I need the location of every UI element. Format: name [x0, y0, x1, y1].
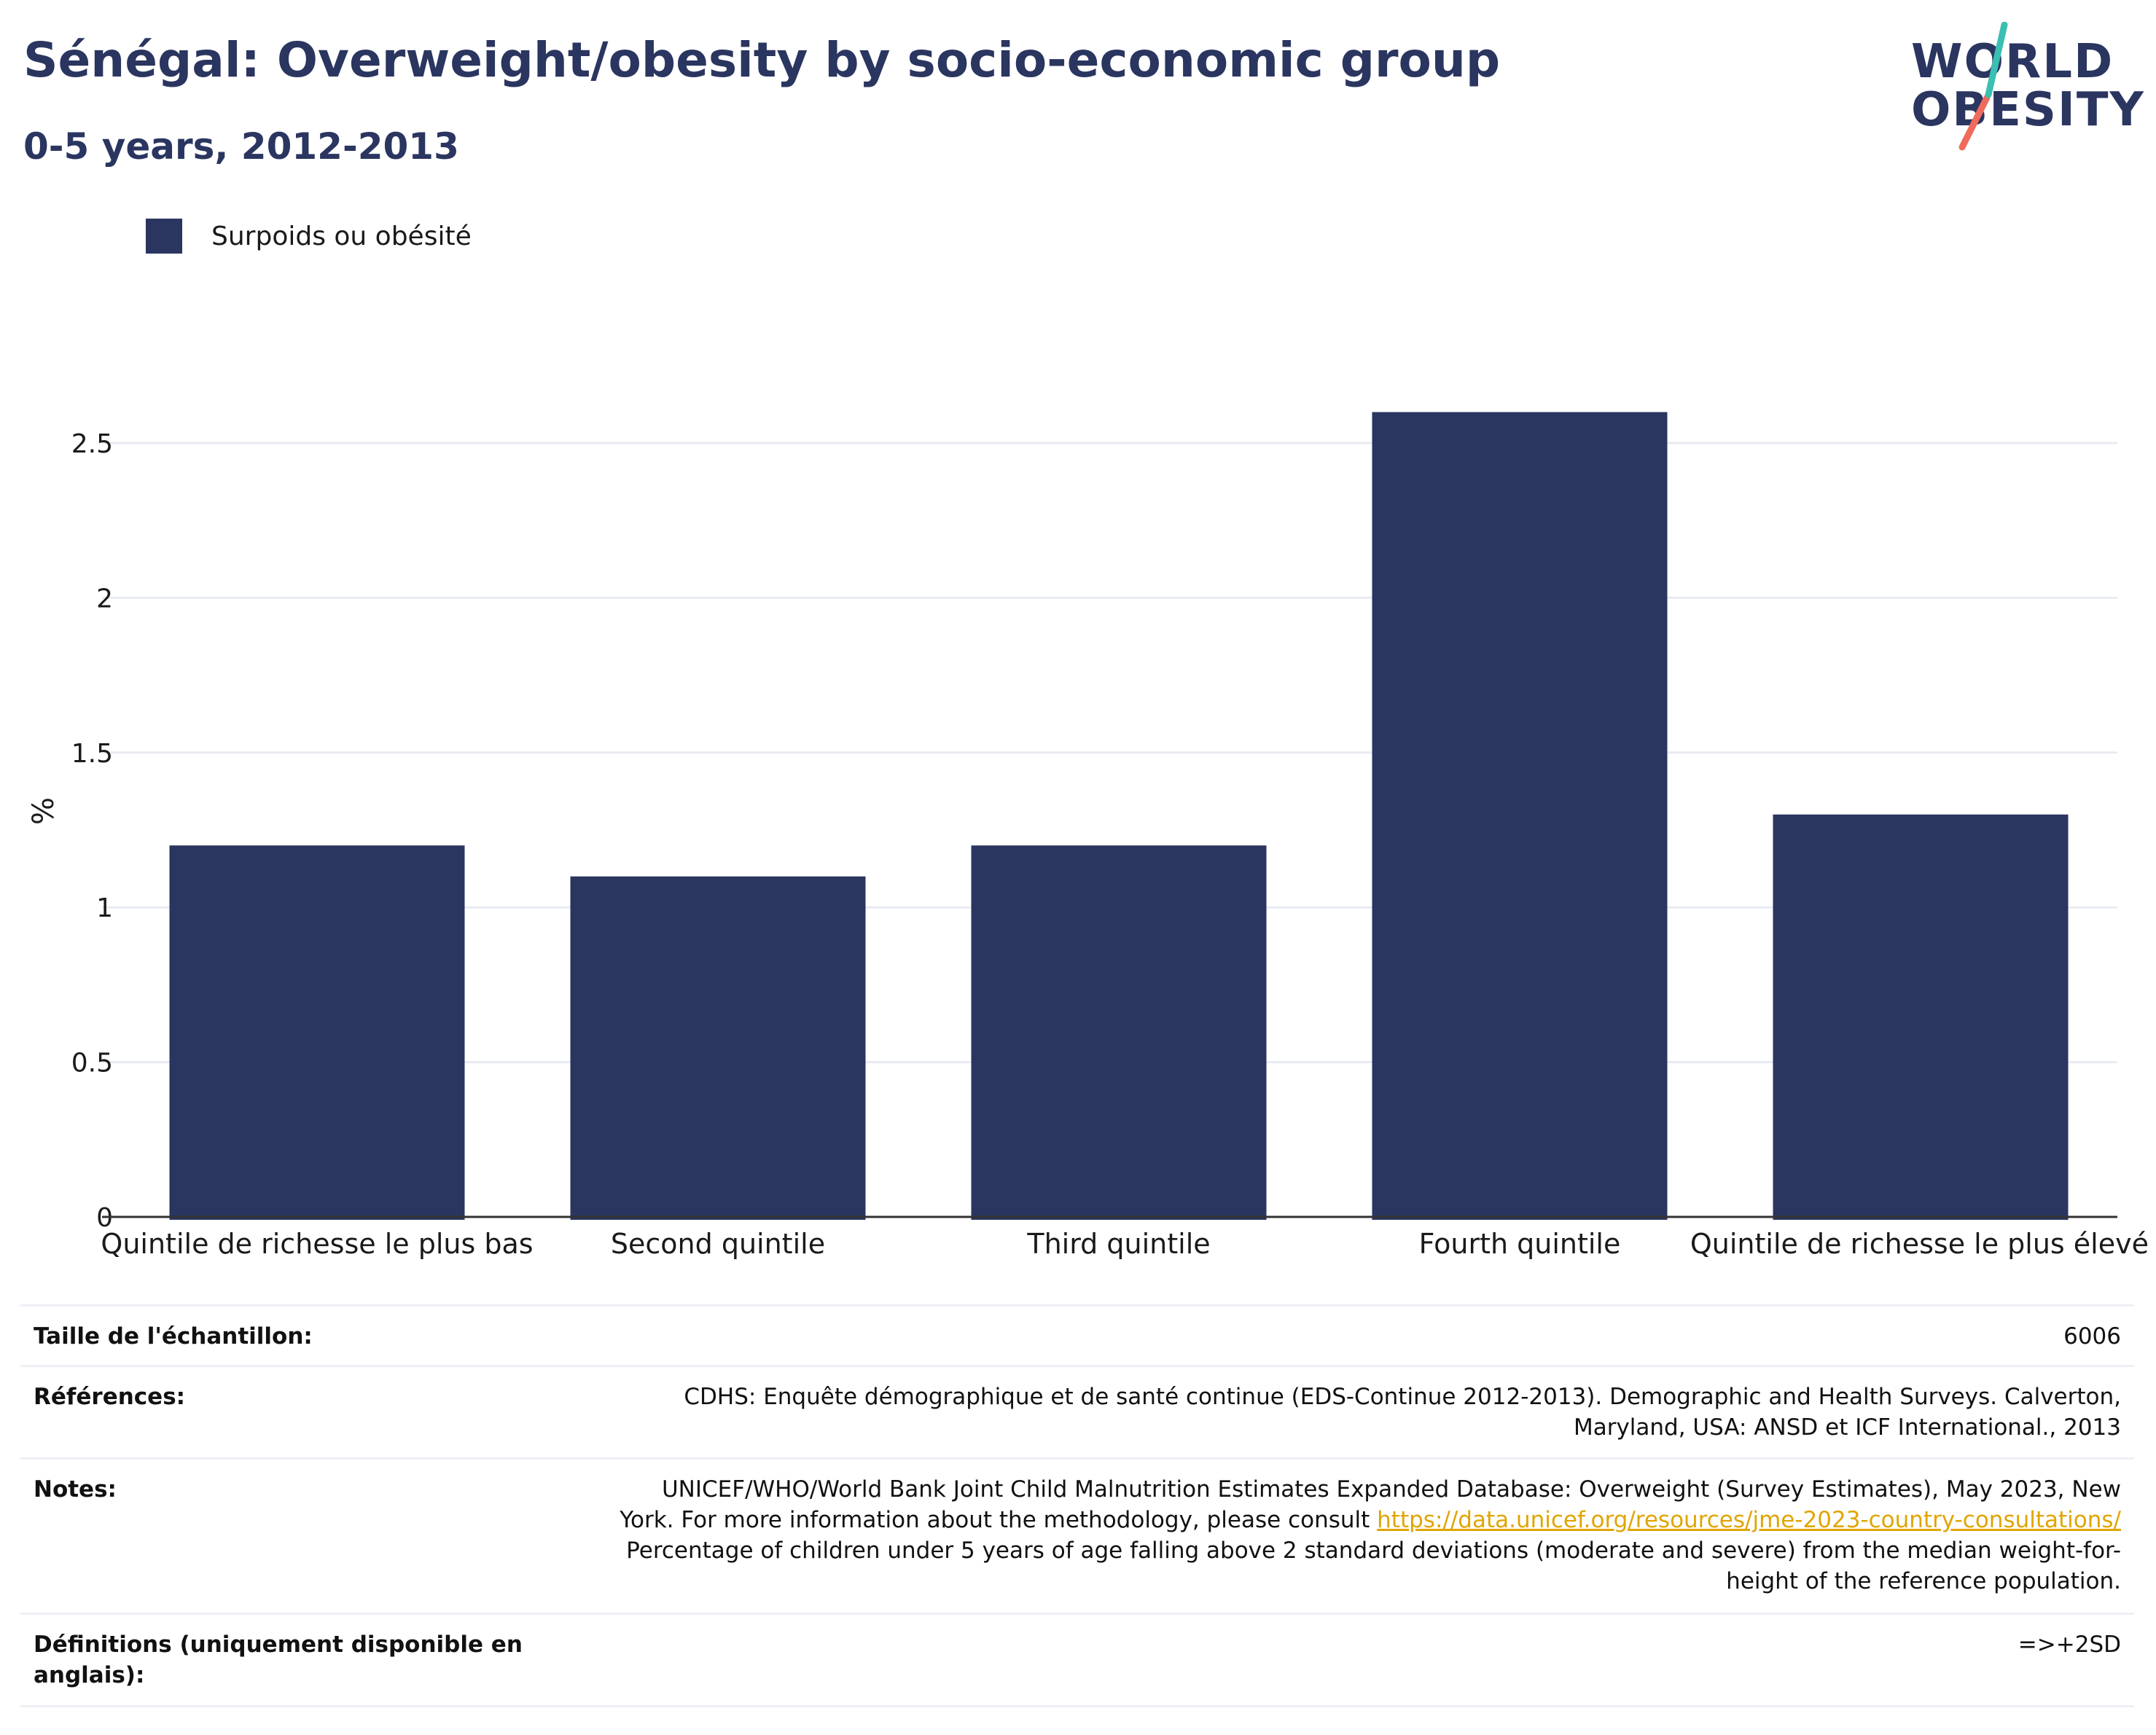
bar	[971, 845, 1267, 1220]
logo-word-obesity: OBESITY	[1911, 83, 2145, 137]
sample-size-row: Taille de l'échantillon: 6006	[20, 1304, 2134, 1365]
notes-row: Notes: UNICEF/WHO/World Bank Joint Child…	[20, 1457, 2134, 1613]
notes-text-1: UNICEF/WHO/World Bank Joint Child Malnut…	[620, 1476, 2121, 1533]
sample-size-value: 6006	[2063, 1323, 2121, 1350]
x-tick-label: Quintile de richesse le plus élevé	[1690, 1228, 2149, 1260]
notes-text-2: Percentage of children under 5 years of …	[626, 1538, 2121, 1594]
chart-subtitle: 0-5 years, 2012-2013	[23, 125, 459, 168]
bar	[570, 876, 866, 1220]
notes-value: UNICEF/WHO/World Bank Joint Child Malnut…	[605, 1474, 2121, 1597]
references-label: Références:	[34, 1384, 186, 1410]
y-tick-label: 2	[96, 584, 113, 614]
definitions-row: Définitions (uniquement disponible en an…	[20, 1613, 2134, 1707]
definitions-value: =>+2SD	[2018, 1632, 2121, 1658]
x-tick-label: Second quintile	[611, 1228, 825, 1260]
notes-link[interactable]: https://data.unicef.org/resources/jme-20…	[1377, 1507, 2121, 1533]
bar	[1372, 412, 1668, 1220]
y-tick-label: 1	[96, 893, 113, 923]
references-row: Références: CDHS: Enquête démographique …	[20, 1365, 2134, 1457]
world-obesity-logo[interactable]: WORLD OBESITY	[1902, 22, 2145, 153]
sample-size-label: Taille de l'échantillon:	[34, 1323, 313, 1350]
logo-slash-icon	[1958, 22, 2008, 151]
y-tick-label: 2.5	[71, 429, 113, 459]
x-tick-label: Third quintile	[1026, 1228, 1210, 1260]
bar	[169, 845, 465, 1220]
notes-label: Notes:	[34, 1476, 117, 1503]
y-tick-label: 0.5	[71, 1049, 113, 1078]
info-table: Taille de l'échantillon: 6006 Références…	[20, 1304, 2134, 1707]
x-tick-label: Quintile de richesse le plus bas	[101, 1228, 533, 1260]
legend-label: Surpoids ou obésité	[211, 222, 472, 251]
legend-swatch	[146, 219, 182, 254]
logo-word-world: WORLD	[1911, 35, 2114, 89]
chart-title: Sénégal: Overweight/obesity by socio-eco…	[23, 32, 1501, 88]
y-tick-label: 1.5	[71, 739, 113, 769]
references-value: CDHS: Enquête démographique et de santé …	[684, 1384, 2121, 1441]
definitions-label: Définitions (uniquement disponible en an…	[34, 1632, 523, 1688]
x-tick-label: Fourth quintile	[1419, 1228, 1621, 1260]
bar	[1773, 814, 2069, 1220]
